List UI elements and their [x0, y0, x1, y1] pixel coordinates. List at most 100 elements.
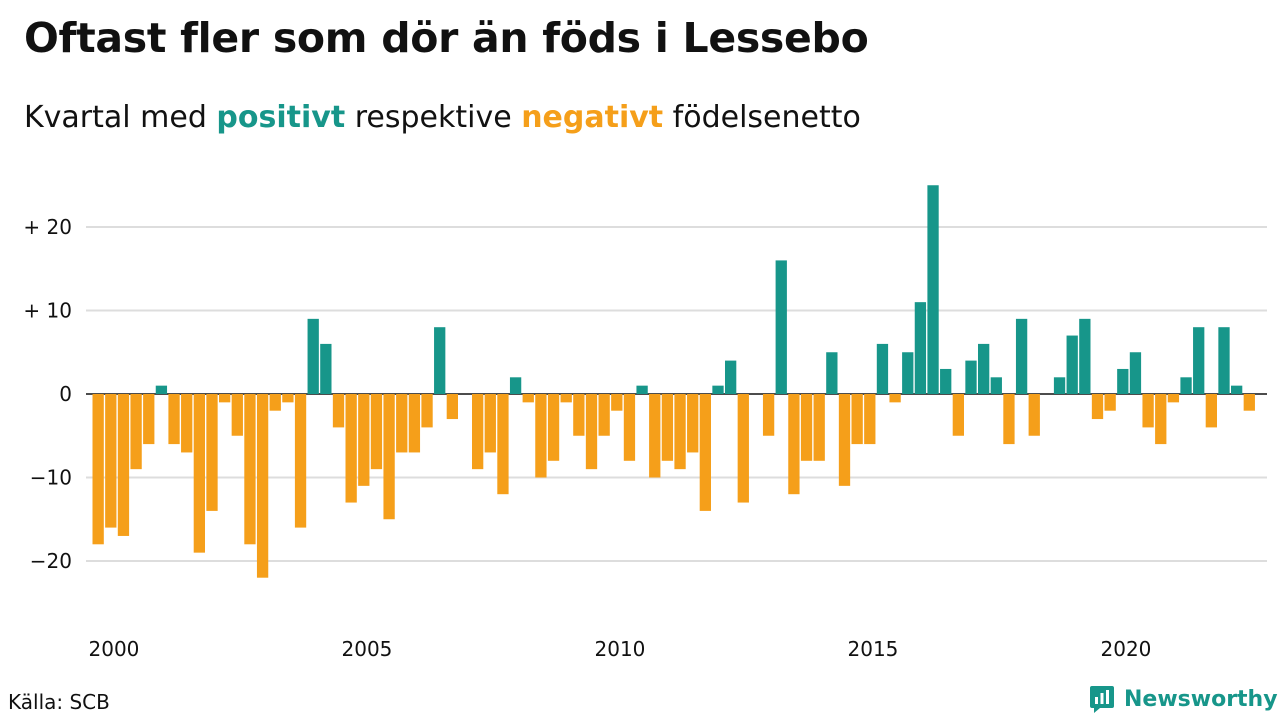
subtitle-negative: negativt	[521, 100, 664, 135]
bar-positive	[320, 343, 332, 394]
brand-name: Newsworthy	[1124, 686, 1278, 712]
x-tick-label: 2020	[1101, 637, 1152, 661]
bar-negative	[181, 394, 193, 453]
subtitle-positive: positivt	[216, 100, 346, 135]
bar-positive	[1079, 318, 1091, 394]
bar-negative	[143, 394, 155, 445]
y-tick-label: −10	[30, 466, 72, 490]
bar-negative	[92, 394, 104, 545]
bar-positive	[1015, 318, 1028, 394]
bar-positive	[914, 302, 927, 394]
bar-negative	[256, 394, 269, 578]
bar-negative	[813, 394, 825, 461]
x-axis-ticks: 2000 2005 2010 2015 2020	[89, 637, 1152, 661]
bar-negative	[332, 394, 345, 428]
bar-negative	[864, 394, 876, 445]
bar-negative	[1104, 394, 1116, 411]
bar-negative	[206, 394, 218, 511]
bar-positive	[902, 352, 914, 394]
bar-positive	[1117, 368, 1129, 394]
bar-positive	[927, 185, 939, 394]
bar-negative	[358, 394, 370, 486]
bar-negative	[446, 394, 458, 420]
bar-negative	[421, 394, 433, 428]
bar-positive	[1066, 335, 1078, 394]
y-tick-label: + 10	[23, 299, 72, 323]
bar-negative	[231, 394, 243, 436]
bar-positive	[434, 327, 446, 394]
bar-negative	[762, 394, 775, 436]
brand-logo: Newsworthy	[1088, 684, 1278, 714]
bar-negative	[282, 394, 294, 403]
bar-negative	[472, 394, 484, 470]
bar-positive	[965, 360, 977, 394]
bar-negative	[219, 394, 231, 403]
bar-negative	[269, 394, 281, 411]
bar-negative	[649, 394, 661, 478]
bar-negative	[105, 394, 117, 528]
y-axis-ticks: + 20 + 10 0 −10 −20	[23, 215, 72, 573]
bar-positive	[1193, 327, 1205, 394]
bar-positive	[1129, 352, 1142, 394]
bar-negative	[497, 394, 509, 495]
bar-negative	[788, 394, 800, 495]
bar-positive	[725, 360, 737, 394]
bar-negative	[522, 394, 534, 403]
bar-negative	[585, 394, 598, 470]
bars	[92, 185, 1255, 578]
bar-negative	[737, 394, 749, 503]
bar-negative	[573, 394, 585, 436]
bar-positive	[1180, 377, 1192, 394]
bar-negative	[1142, 394, 1154, 428]
bar-positive	[1218, 327, 1230, 394]
bar-positive	[509, 377, 522, 394]
bar-negative	[547, 394, 560, 461]
bar-negative	[674, 394, 686, 470]
bar-positive	[990, 377, 1002, 394]
bar-positive	[876, 343, 889, 394]
newsworthy-logo-icon	[1090, 686, 1114, 713]
bar-positive	[712, 385, 724, 394]
bar-positive	[155, 385, 168, 394]
bar-negative	[370, 394, 383, 470]
bar-negative	[396, 394, 408, 453]
bar-negative	[168, 394, 180, 445]
bar-positive	[775, 260, 787, 394]
bar-positive	[307, 318, 319, 394]
chart-subtitle: Kvartal med positivt respektive negativt…	[24, 100, 861, 135]
subtitle-middle: respektive	[345, 100, 522, 135]
bar-negative	[661, 394, 674, 461]
bar-negative	[130, 394, 142, 470]
bar-negative	[1155, 394, 1167, 445]
bar-negative	[623, 394, 636, 461]
bar-negative	[560, 394, 572, 403]
bar-positive	[1053, 377, 1066, 394]
x-tick-label: 2000	[89, 637, 140, 661]
y-tick-label: −20	[30, 549, 72, 573]
bar-positive	[940, 368, 952, 394]
bar-negative	[484, 394, 496, 453]
bar-negative	[294, 394, 307, 528]
bar-negative	[800, 394, 813, 461]
bar-chart: + 20 + 10 0 −10 −20 2000 2005 2010 2015 2020	[23, 185, 1267, 661]
bar-negative	[1028, 394, 1040, 436]
bar-negative	[838, 394, 851, 486]
bar-negative	[851, 394, 863, 445]
bar-negative	[1205, 394, 1217, 428]
subtitle-prefix: Kvartal med	[24, 100, 217, 135]
bar-negative	[687, 394, 699, 453]
bar-positive	[978, 343, 990, 394]
bar-negative	[1167, 394, 1180, 403]
bar-negative	[383, 394, 395, 520]
x-tick-label: 2010	[595, 637, 646, 661]
bar-negative	[598, 394, 610, 436]
bar-negative	[611, 394, 623, 411]
y-tick-label: + 20	[23, 215, 72, 239]
bar-negative	[1091, 394, 1104, 420]
bar-negative	[244, 394, 256, 545]
bar-positive	[1231, 385, 1243, 394]
subtitle-suffix: födelsenetto	[663, 100, 861, 135]
x-tick-label: 2015	[848, 637, 899, 661]
bar-negative	[1003, 394, 1015, 445]
bar-positive	[636, 385, 648, 394]
